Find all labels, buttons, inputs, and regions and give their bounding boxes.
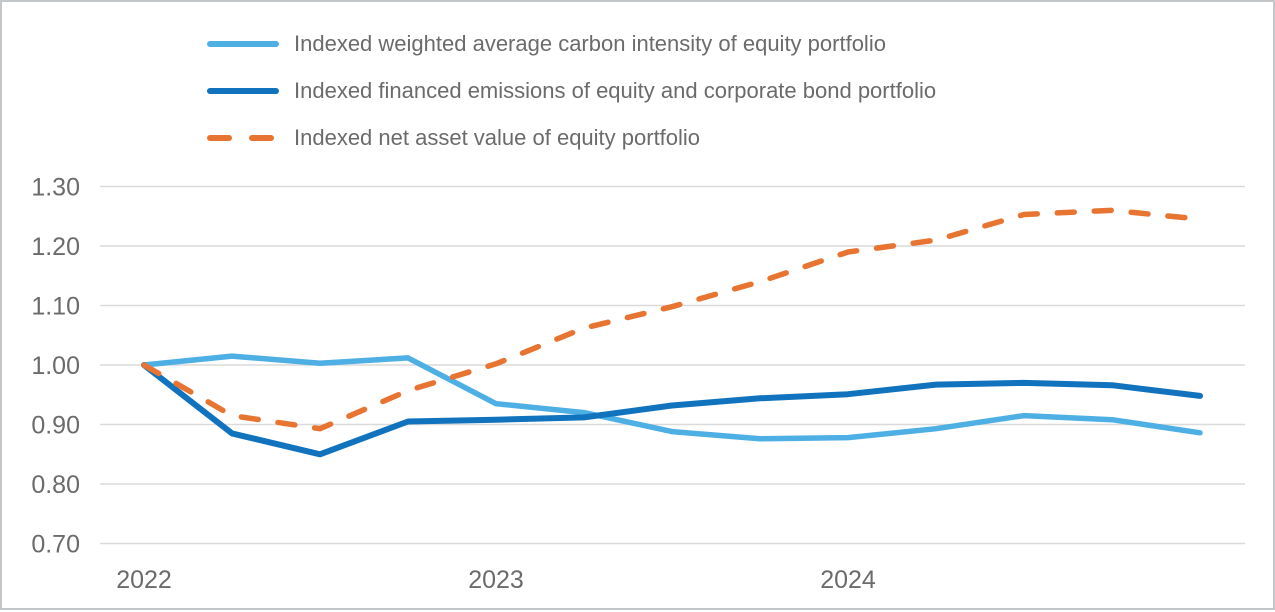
x-axis-tick-label: 2022 <box>116 566 172 594</box>
dashed-line-swatch-icon <box>207 134 279 141</box>
y-axis-tick-label: 0.80 <box>31 471 80 499</box>
legend-item-carbon-intensity: Indexed weighted average carbon intensit… <box>207 20 936 67</box>
legend-swatch-wrap <box>207 87 294 94</box>
y-axis-tick-label: 0.90 <box>31 412 80 440</box>
legend-swatch-wrap <box>207 40 294 47</box>
dash-segment <box>207 134 232 141</box>
legend: Indexed weighted average carbon intensit… <box>207 20 936 161</box>
y-axis-tick-label: 1.10 <box>31 293 80 321</box>
legend-swatch-wrap <box>207 134 294 141</box>
legend-item-net-asset-value: Indexed net asset value of equity portfo… <box>207 114 936 161</box>
legend-item-financed-emissions: Indexed financed emissions of equity and… <box>207 67 936 114</box>
y-axis-tick-label: 1.30 <box>31 174 80 202</box>
series-line-1 <box>141 362 1203 458</box>
legend-label-net-asset-value: Indexed net asset value of equity portfo… <box>294 124 701 150</box>
x-axis-tick-label: 2023 <box>468 566 524 594</box>
series-line-2 <box>141 207 1203 432</box>
solid-line-swatch-icon <box>207 40 279 47</box>
series-line-0 <box>141 353 1203 442</box>
solid-line-swatch-icon <box>207 87 279 94</box>
legend-label-financed-emissions: Indexed financed emissions of equity and… <box>294 77 937 103</box>
x-axis-tick-label: 2024 <box>820 566 876 594</box>
dash-segment <box>249 134 274 141</box>
legend-label-carbon-intensity: Indexed weighted average carbon intensit… <box>294 30 886 56</box>
y-axis-tick-label: 1.00 <box>31 352 80 380</box>
y-axis-tick-label: 0.70 <box>31 531 80 559</box>
y-axis-tick-label: 1.20 <box>31 233 80 261</box>
